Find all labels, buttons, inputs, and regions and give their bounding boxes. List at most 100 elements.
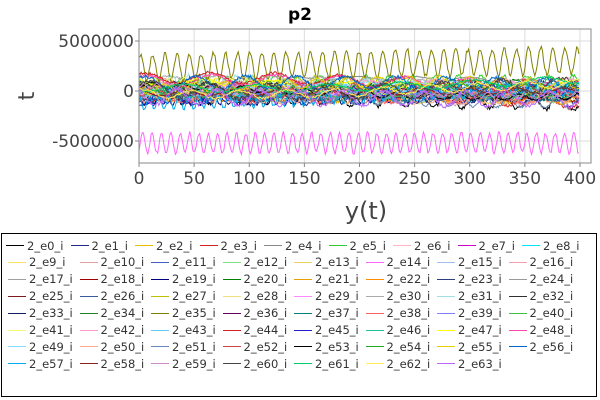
legend-label: 2_e50_i (100, 339, 145, 354)
legend-swatch (437, 295, 455, 297)
legend-label: 2_e56_i (529, 339, 574, 354)
legend-swatch (294, 312, 312, 314)
legend-entry-2_e28_i: 2_e28_i (222, 288, 287, 305)
legend-swatch (8, 329, 26, 331)
legend-swatch (8, 312, 26, 314)
legend-entry-2_e39_i: 2_e39_i (437, 305, 502, 322)
legend-swatch (522, 245, 540, 246)
legend-label: 2_e8_i (543, 238, 580, 253)
legend-label: 2_e61_i (315, 356, 359, 371)
legend-label: 2_e52_i (243, 339, 288, 354)
legend-swatch (508, 261, 527, 263)
legend-label: 2_e24_i (529, 272, 574, 287)
chart-title: p2 (288, 5, 312, 25)
legend-entry-2_e31_i: 2_e31_i (437, 288, 502, 305)
legend-label: 2_e2_i (156, 238, 193, 253)
legend-entry-2_e5_i: 2_e5_i (328, 237, 386, 254)
legend-label: 2_e38_i (386, 306, 431, 321)
legend-label: 2_e41_i (29, 323, 73, 337)
legend-entry-2_e46_i: 2_e46_i (365, 322, 430, 339)
legend-label: 2_e55_i (458, 339, 502, 354)
legend-entry-2_e23_i: 2_e23_i (437, 271, 502, 288)
legend-entry-2_e50_i: 2_e50_i (79, 338, 145, 355)
series-line-2_e14_i (139, 130, 580, 157)
legend-entry-2_e14_i: 2_e14_i (365, 254, 431, 271)
legend-entry-2_e57_i: 2_e57_i (8, 355, 73, 372)
legend-swatch (151, 312, 169, 314)
legend-swatch (222, 278, 241, 280)
legend-entry-2_e37_i: 2_e37_i (294, 305, 359, 322)
legend-label: 2_e15_i (458, 255, 502, 270)
legend-entry-2_e54_i: 2_e54_i (365, 338, 430, 355)
legend-label: 2_e29_i (315, 289, 359, 304)
legend-entry-2_e43_i: 2_e43_i (151, 322, 216, 339)
x-tick-label-350: 350 (509, 169, 541, 189)
legend-entry-2_e20_i: 2_e20_i (222, 271, 288, 288)
legend-entry-2_e17_i: 2_e17_i (8, 271, 73, 288)
legend-label: 2_e42_i (100, 323, 145, 337)
legend-entry-2_e55_i: 2_e55_i (437, 338, 502, 355)
x-tick-label-0: 0 (134, 169, 145, 189)
legend-entry-2_e35_i: 2_e35_i (151, 305, 216, 322)
y-axis-label: t (15, 91, 40, 100)
legend-entry-2_e16_i: 2_e16_i (508, 254, 574, 271)
legend-entry-2_e12_i: 2_e12_i (222, 254, 287, 271)
legend-swatch (151, 329, 169, 331)
legend-entry-2_e62_i: 2_e62_i (365, 355, 430, 372)
chart: p2 t y(t) 5000000 0 -5000000 0 50 100 150 200 25… (15, 5, 596, 225)
legend-entry-2_e59_i: 2_e59_i (151, 355, 216, 372)
legend-entry-2_e30_i: 2_e30_i (365, 288, 431, 305)
legend-entry-2_e36_i: 2_e36_i (222, 305, 287, 322)
legend-entry-2_e38_i: 2_e38_i (365, 305, 431, 322)
series-line-2_e56_i (139, 73, 580, 94)
legend-label: 2_e40_i (529, 306, 574, 321)
legend-swatch (8, 363, 26, 365)
legend-swatch (79, 312, 98, 314)
legend-entry-2_e60_i: 2_e60_i (222, 355, 288, 372)
legend-label: 2_e20_i (243, 272, 288, 287)
series-line-2_e63_i (139, 87, 580, 110)
series-line-2_e35_i (139, 44, 580, 84)
legend-label: 2_e26_i (100, 289, 145, 304)
legend-swatch (151, 261, 169, 263)
legend-swatch (135, 245, 153, 246)
legend-swatch (151, 363, 169, 365)
legend-label: 2_e14_i (386, 255, 431, 270)
legend-swatch (457, 245, 476, 246)
legend-label: 2_e45_i (315, 323, 359, 337)
legend-swatch (437, 261, 455, 263)
legend-swatch (8, 346, 26, 348)
legend-label: 2_e9_i (29, 255, 66, 270)
legend-swatch (365, 278, 384, 280)
legend-entry-2_e52_i: 2_e52_i (222, 338, 288, 355)
legend-entry-2_e40_i: 2_e40_i (508, 305, 574, 322)
legend-swatch (79, 261, 98, 263)
legend-label: 2_e44_i (243, 323, 288, 337)
legend-entry-2_e10_i: 2_e10_i (79, 254, 144, 271)
legend-entry-2_e44_i: 2_e44_i (222, 322, 288, 339)
legend-entry-2_e53_i: 2_e53_i (294, 338, 359, 355)
legend-label: 2_e60_i (243, 356, 288, 371)
legend-entry-2_e56_i: 2_e56_i (508, 338, 574, 355)
legend-swatch (294, 278, 312, 280)
legend-entry-2_e61_i: 2_e61_i (294, 355, 359, 372)
legend-label: 2_e16_i (529, 255, 574, 270)
legend-label: 2_e30_i (386, 289, 431, 304)
legend-swatch (222, 261, 241, 263)
legend-entry-2_e51_i: 2_e51_i (151, 338, 216, 355)
legend-swatch (294, 346, 312, 348)
legend-label: 2_e22_i (386, 272, 431, 287)
legend-swatch (79, 295, 98, 297)
legend-label: 2_e31_i (458, 289, 502, 304)
legend-entry-2_e1_i: 2_e1_i (70, 237, 128, 254)
legend-label: 2_e51_i (172, 339, 216, 354)
legend-swatch (222, 312, 241, 314)
legend-label: 2_e39_i (458, 306, 502, 321)
legend-swatch (264, 245, 282, 246)
legend-swatch (365, 295, 384, 297)
legend-entry-2_e33_i: 2_e33_i (8, 305, 73, 322)
legend-label: 2_e37_i (315, 306, 359, 321)
legend-label: 2_e27_i (172, 289, 216, 304)
x-tick-label-100: 100 (233, 169, 265, 189)
legend-swatch (437, 312, 455, 314)
